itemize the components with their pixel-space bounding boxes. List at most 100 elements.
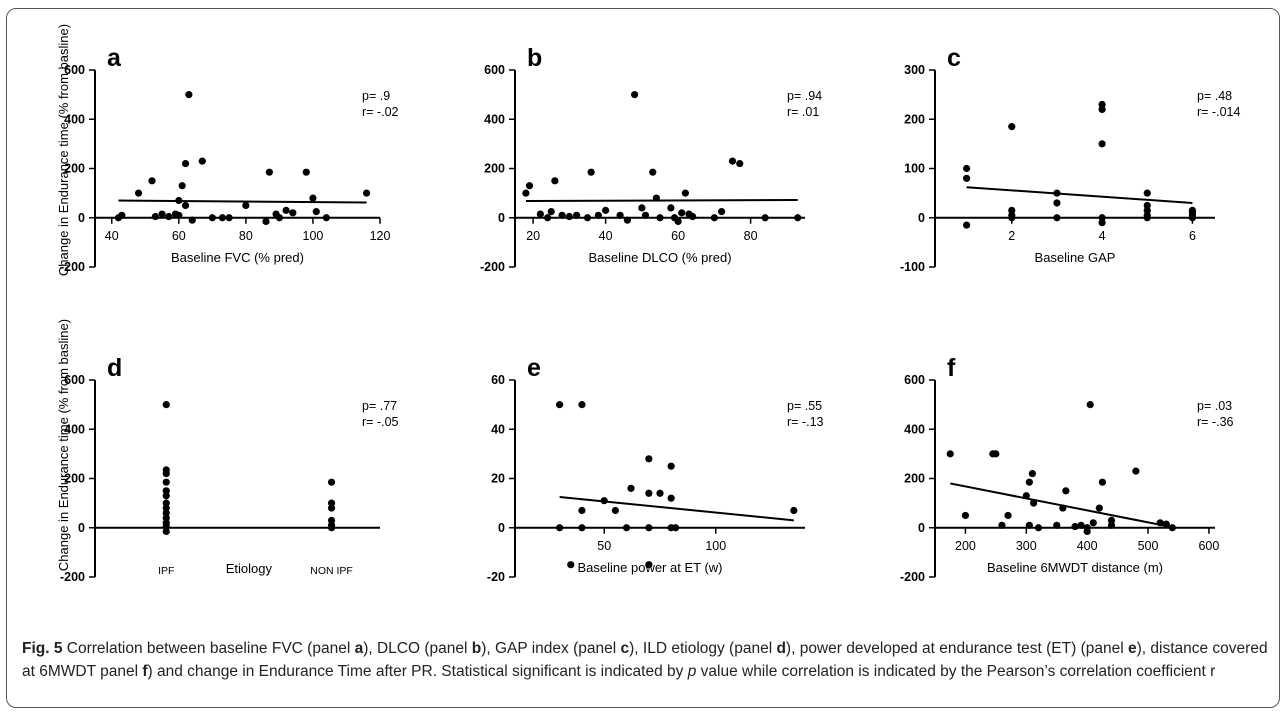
x-tick-label-b: 40 [599, 229, 613, 243]
data-point-d [162, 499, 170, 507]
category-label-d: IPF [158, 565, 174, 577]
data-point-a [262, 217, 270, 226]
data-point-c [1008, 123, 1016, 131]
data-point-d [327, 478, 336, 486]
data-point-c [1143, 201, 1151, 210]
fit-line-b [525, 199, 798, 203]
y-tick-label-f: 200 [904, 472, 925, 486]
data-point-c [1098, 140, 1106, 148]
caption-text-1: Correlation between baseline FVC (panel [62, 640, 355, 657]
y-tick-label-e: 60 [491, 373, 505, 387]
data-point-e [622, 524, 631, 532]
y-tick-label-a: 0 [78, 211, 85, 225]
x-tick-label-a: 60 [172, 229, 186, 243]
data-point-b [794, 214, 802, 222]
data-point-c [963, 174, 971, 182]
data-point-d [327, 516, 336, 524]
data-point-f [1083, 527, 1091, 536]
data-point-b [736, 159, 744, 168]
data-point-b [656, 214, 664, 222]
y-tick-label-f: -200 [900, 570, 925, 584]
data-point-b [674, 217, 682, 226]
x-tick-label-c: 6 [1189, 229, 1196, 243]
figure-caption: Fig. 5 Correlation between baseline FVC … [22, 637, 1272, 683]
data-point-b [544, 214, 552, 222]
data-point-f [1162, 520, 1170, 528]
data-point-c [1188, 214, 1197, 222]
data-point-d [162, 469, 170, 478]
data-point-a [208, 214, 216, 222]
y-tick-label-c: -100 [900, 260, 925, 274]
x-tick-label-b: 20 [526, 229, 540, 243]
data-point-f [1095, 504, 1103, 512]
data-point-c [1008, 206, 1016, 214]
data-point-b [551, 177, 559, 185]
data-point-b [631, 91, 639, 99]
data-point-e [645, 524, 653, 532]
data-point-c [1053, 199, 1061, 207]
x-tick-label-f: 400 [1077, 539, 1098, 553]
data-point-b [536, 210, 544, 218]
data-point-a [242, 201, 250, 210]
data-point-f [1053, 521, 1061, 529]
data-point-a [312, 207, 320, 216]
data-point-e [567, 561, 575, 569]
data-point-a [309, 194, 317, 202]
panel-letter-e: e [527, 354, 541, 382]
data-point-a [175, 211, 183, 219]
data-point-d [327, 499, 336, 507]
panel-letter-b: b [527, 44, 542, 72]
data-point-d [162, 514, 170, 522]
y-axis-label-bottom: Change in Endurance time (% from basline… [56, 319, 71, 571]
data-point-c [1053, 214, 1061, 222]
x-axis-label-d: Etiology [226, 561, 273, 576]
data-point-d [162, 509, 170, 517]
x-tick-label-a: 80 [239, 229, 253, 243]
x-tick-label-b: 60 [671, 229, 685, 243]
caption-panel-b: b [471, 640, 482, 657]
data-point-d [162, 401, 170, 409]
x-tick-label-f: 300 [1016, 539, 1037, 553]
y-tick-label-a: 200 [64, 162, 85, 176]
data-point-a [302, 168, 310, 176]
data-point-a [198, 157, 206, 165]
category-label-d: NON IPF [310, 565, 353, 577]
panel-letter-d: d [107, 354, 122, 382]
data-point-d [162, 478, 170, 486]
data-point-c [1143, 206, 1151, 214]
data-point-b [728, 157, 737, 165]
caption-text-8: value while correlation is indicated by … [696, 663, 1216, 680]
caption-p-italic: p [687, 663, 697, 680]
r-value-b: r= .01 [787, 105, 819, 119]
data-point-c [1098, 214, 1106, 222]
r-value-e: r= -.13 [787, 415, 824, 429]
y-tick-label-b: 400 [484, 112, 505, 126]
x-axis-label-a: Baseline FVC (% pred) [171, 250, 304, 265]
y-tick-label-e: 20 [491, 472, 505, 486]
data-point-f [1089, 519, 1097, 527]
y-tick-label-d: 400 [64, 422, 85, 436]
data-point-f [1022, 492, 1030, 500]
data-point-a [289, 209, 297, 217]
data-point-a [188, 216, 196, 224]
p-value-a: p= .9 [362, 89, 390, 103]
y-tick-label-d: 600 [64, 373, 85, 387]
data-point-f [1071, 522, 1079, 531]
data-point-c [1098, 100, 1106, 109]
data-point-b [587, 168, 595, 176]
p-value-d: p= .77 [362, 399, 397, 413]
data-point-e [672, 524, 680, 532]
data-point-a [165, 212, 173, 221]
y-tick-label-a: -200 [60, 260, 85, 274]
data-point-e [645, 489, 653, 497]
data-point-e [645, 561, 653, 569]
r-value-f: r= -.36 [1197, 415, 1234, 429]
data-point-e [556, 401, 564, 409]
data-point-a [181, 159, 190, 168]
data-point-f [1107, 516, 1116, 524]
p-value-c: p= .48 [1197, 89, 1232, 103]
data-point-c [1098, 219, 1106, 227]
data-point-b [547, 207, 555, 216]
data-point-e [556, 524, 564, 532]
p-value-b: p= .94 [787, 89, 822, 103]
